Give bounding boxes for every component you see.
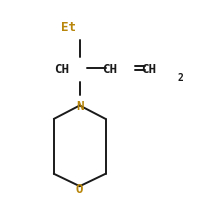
Text: Et: Et: [61, 21, 75, 34]
Text: CH: CH: [102, 63, 117, 76]
Text: N: N: [76, 100, 83, 113]
Text: CH: CH: [141, 63, 156, 76]
Text: 2: 2: [176, 72, 182, 82]
Text: O: O: [76, 183, 83, 196]
Text: CH: CH: [54, 63, 69, 76]
